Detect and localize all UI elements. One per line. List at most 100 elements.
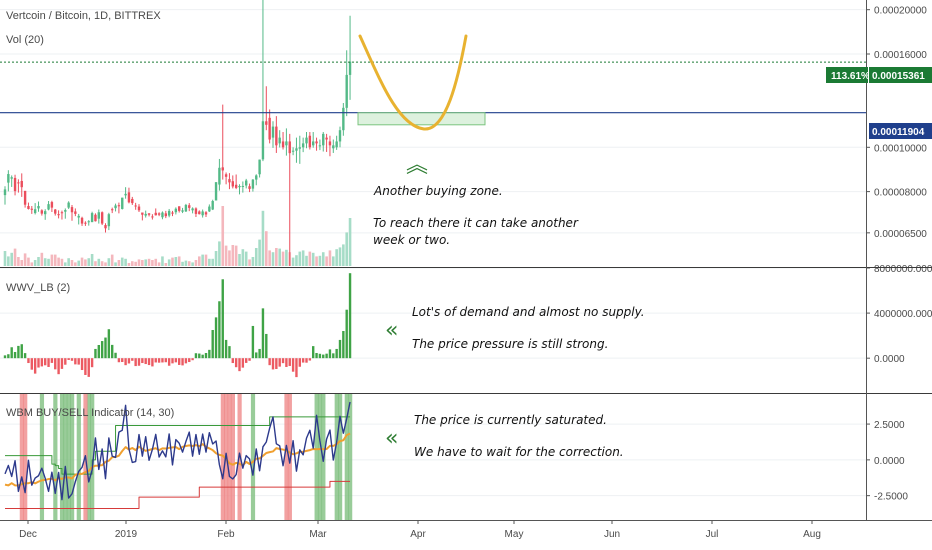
candle-body bbox=[70, 207, 74, 213]
wbm-buy-bar bbox=[70, 394, 75, 520]
volume-bar bbox=[291, 257, 295, 266]
candle-body bbox=[194, 208, 198, 214]
candle-body bbox=[251, 179, 255, 189]
wwv-bar bbox=[161, 358, 164, 363]
last-change-badge: 113.61% bbox=[826, 67, 870, 83]
candle-body bbox=[224, 174, 228, 177]
wwv-bar bbox=[308, 358, 312, 361]
wbm-buy-bar bbox=[63, 394, 68, 520]
candle-body bbox=[291, 150, 295, 152]
volume-bar bbox=[268, 250, 271, 266]
candle-body bbox=[301, 143, 305, 148]
wwv-bar bbox=[181, 358, 184, 366]
time-tick-label: Jun bbox=[604, 529, 620, 540]
volume-bar bbox=[167, 259, 171, 266]
volume-bar bbox=[13, 248, 17, 266]
time-tick-label: Dec bbox=[19, 529, 37, 540]
wbm-pane[interactable]: WBM BUY/SELL Indicator (14, 30) The pric… bbox=[0, 394, 908, 520]
wbm-upper-band bbox=[5, 416, 351, 475]
wwv-bar bbox=[144, 358, 147, 365]
volume-bar bbox=[184, 260, 188, 266]
wbm-sell-bar bbox=[287, 394, 292, 520]
candle-body bbox=[104, 225, 107, 229]
volume-bar bbox=[231, 245, 235, 266]
annotation-demand: Lot's of demand and almost no supply. bbox=[412, 305, 645, 319]
volume-bar bbox=[107, 258, 111, 266]
candle-body bbox=[157, 213, 161, 215]
volume-bar bbox=[157, 262, 161, 266]
volume-bar bbox=[305, 255, 308, 266]
candle-body bbox=[94, 214, 97, 222]
volume-bar bbox=[181, 261, 184, 266]
volume-bar bbox=[74, 262, 77, 266]
candle-body bbox=[211, 201, 214, 210]
volume-bar bbox=[198, 256, 201, 266]
wwv-bar bbox=[47, 358, 50, 367]
wwv-bar bbox=[201, 354, 204, 359]
wwv-bar bbox=[114, 352, 117, 359]
volume-bar bbox=[174, 257, 178, 266]
volume-bar bbox=[214, 251, 218, 266]
candle-body bbox=[265, 121, 268, 125]
wwv-bar bbox=[305, 358, 308, 363]
wwv-bar bbox=[87, 358, 90, 377]
volume-bar bbox=[104, 262, 107, 266]
volume-bar bbox=[53, 254, 57, 266]
candle-body bbox=[191, 208, 194, 211]
candle-body bbox=[141, 212, 144, 215]
wwv-bar bbox=[117, 358, 121, 363]
volume-bar bbox=[114, 262, 117, 266]
candle-body bbox=[258, 159, 261, 175]
wwv-bar bbox=[228, 346, 231, 359]
wwv-bar bbox=[218, 301, 221, 359]
annotation-pressure: The price pressure is still strong. bbox=[412, 337, 608, 351]
volume-bar bbox=[295, 255, 298, 266]
wwv-bar bbox=[54, 358, 57, 370]
volume-bar bbox=[342, 244, 345, 266]
candle-body bbox=[151, 216, 154, 218]
chart-title: Vertcoin / Bitcoin, 1D, BITTREX bbox=[6, 10, 161, 22]
wwv-bar bbox=[245, 358, 248, 363]
time-tick-label: Feb bbox=[217, 529, 235, 540]
volume-bar bbox=[40, 252, 44, 266]
wwv-bar bbox=[234, 358, 238, 368]
wbm-buy-bar bbox=[250, 394, 256, 520]
last-price-text: 0.00015361 bbox=[872, 71, 925, 82]
price-tick-label: 0.00020000 bbox=[874, 6, 927, 17]
volume-bar bbox=[332, 256, 335, 266]
wwv-bar bbox=[251, 325, 255, 359]
wwv-bar bbox=[268, 358, 271, 366]
candle-body bbox=[261, 121, 265, 160]
candle-body bbox=[144, 213, 147, 216]
candle-body bbox=[281, 141, 285, 148]
candle-body bbox=[10, 177, 13, 179]
candle-body bbox=[178, 206, 181, 211]
wwv-bar bbox=[318, 353, 322, 359]
volume-bar bbox=[251, 257, 255, 266]
wwv-bar bbox=[127, 358, 131, 364]
wwv-bar bbox=[80, 358, 84, 371]
wbm-buy-bar bbox=[39, 394, 45, 520]
candle-body bbox=[57, 214, 60, 216]
wwv-bar bbox=[20, 344, 23, 359]
time-tick-label: Apr bbox=[410, 529, 426, 540]
candle-body bbox=[87, 221, 90, 223]
volume-bar bbox=[194, 260, 198, 266]
candle-body bbox=[248, 186, 251, 189]
volume-bar bbox=[10, 252, 13, 266]
volume-bar bbox=[335, 249, 338, 266]
candle-body bbox=[107, 214, 111, 227]
candle-body bbox=[33, 209, 37, 214]
candle-body bbox=[348, 61, 352, 75]
candle-body bbox=[20, 180, 23, 188]
volume-bar bbox=[211, 258, 214, 266]
volume-bar bbox=[228, 250, 231, 266]
wwv-bar bbox=[214, 317, 218, 359]
wwv-bar bbox=[275, 358, 278, 370]
price-tick-label: 0.00006500 bbox=[874, 229, 927, 240]
price-pane[interactable]: Vertcoin / Bitcoin, 1D, BITTREX Vol (20)… bbox=[0, 0, 927, 266]
wwv-bar bbox=[332, 353, 335, 359]
candle-body bbox=[318, 145, 322, 147]
wwv-bar bbox=[224, 339, 228, 359]
volume-bar bbox=[3, 251, 7, 266]
